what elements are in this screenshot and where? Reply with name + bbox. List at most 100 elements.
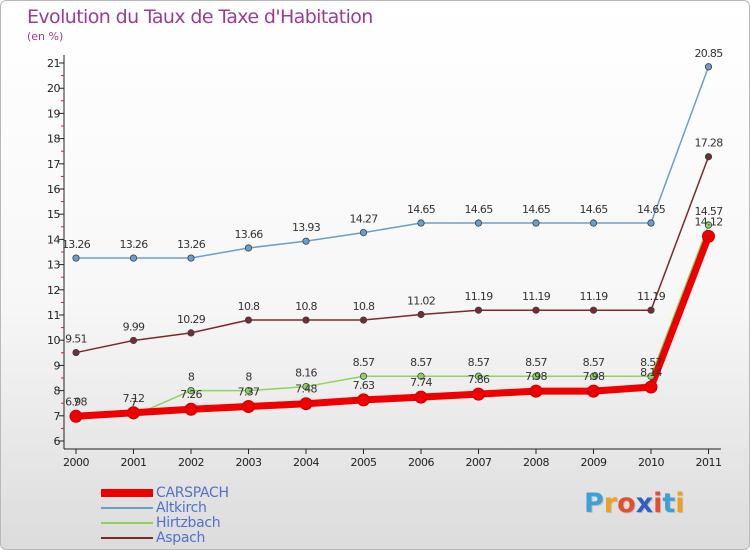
data-label: 14.57 (695, 205, 724, 218)
data-point (417, 372, 425, 380)
data-label: 8.57 (468, 356, 490, 369)
legend-swatch (101, 537, 153, 539)
data-point (187, 329, 195, 337)
data-point (184, 402, 198, 416)
data-point (704, 63, 713, 71)
x-tick-label: 2010 (638, 456, 664, 469)
data-label: 7 (130, 396, 137, 409)
y-tick-label: 17 (47, 158, 60, 171)
data-point (702, 229, 715, 243)
data-label: 7.63 (353, 379, 375, 392)
data-label: 11.19 (637, 290, 666, 303)
data-point (244, 386, 253, 395)
x-tick-label: 2002 (178, 456, 204, 469)
data-label: 10.8 (295, 300, 317, 313)
data-point (474, 306, 483, 314)
legend-swatch (101, 489, 153, 497)
legend-label: Altkirch (156, 500, 207, 516)
data-label: 7 (73, 396, 80, 409)
data-point (72, 348, 80, 357)
data-point (242, 399, 255, 413)
x-tick-label: 2006 (408, 456, 434, 469)
data-point (129, 254, 138, 262)
data-label: 17.28 (695, 137, 724, 150)
data-point (532, 306, 540, 314)
data-point (299, 397, 313, 411)
series-points (69, 63, 715, 423)
data-label: 13.26 (120, 238, 149, 251)
y-tick-label: 10 (47, 334, 60, 347)
y-tick-label: 16 (47, 183, 60, 196)
data-label: 13.66 (235, 228, 264, 241)
data-point (589, 372, 598, 380)
data-point (474, 219, 483, 227)
x-axis-ticks: 2000 2001 2002 2003 2004 2005 2006 2007 2008 2009… (63, 449, 722, 469)
data-label: 14.65 (522, 203, 551, 216)
y-tick-label: 15 (47, 208, 60, 221)
series-lines (72, 66, 712, 420)
data-point (417, 219, 425, 227)
y-tick-label: 18 (47, 133, 60, 146)
x-tick-label: 2001 (121, 456, 147, 469)
data-point (532, 219, 540, 227)
data-point (704, 153, 713, 161)
data-label: 8.57 (640, 356, 662, 369)
y-tick-label: 21 (47, 57, 60, 70)
legend-label: Aspach (156, 530, 206, 546)
logo-letter: t (662, 488, 676, 519)
data-label: 14.65 (465, 203, 494, 216)
proxiti-logo: Proxiti (584, 488, 685, 519)
data-label: 7.98 (583, 370, 605, 383)
data-point (187, 386, 195, 395)
y-tick-label: 6 (54, 435, 61, 448)
y-tick-label: 11 (47, 309, 60, 322)
data-label: 9.99 (123, 320, 145, 333)
data-label: 11.19 (465, 290, 494, 303)
data-point (532, 372, 540, 380)
data-point (704, 221, 713, 229)
logo-letter: o (617, 488, 636, 519)
data-point (647, 372, 655, 380)
data-label: 14.12 (695, 215, 723, 228)
data-label: 8.57 (353, 356, 375, 369)
data-label: 10.29 (177, 313, 206, 326)
data-label: 6.98 (65, 395, 87, 408)
data-label: 13.26 (62, 238, 91, 251)
data-point (414, 390, 428, 404)
chart-title: Evolution du Taux de Taxe d'Habitation (27, 6, 373, 28)
data-label: 14.27 (350, 213, 379, 226)
logo-letter: x (635, 488, 654, 519)
data-label: 10.8 (353, 300, 375, 313)
x-tick-label: 2007 (466, 456, 492, 469)
data-point (129, 336, 138, 345)
data-label: 10.8 (238, 300, 260, 313)
data-point (589, 306, 598, 314)
logo-letter: i (675, 488, 685, 519)
data-label: 11.02 (407, 294, 435, 307)
data-label: 14.65 (407, 203, 436, 216)
data-point (302, 237, 310, 245)
x-tick-label: 2003 (236, 456, 262, 469)
y-tick-label: 20 (47, 82, 60, 95)
data-label: 8.57 (410, 356, 432, 369)
y-tick-label: 14 (47, 233, 60, 246)
series-line-altkirch (75, 66, 710, 259)
data-point (69, 409, 83, 423)
data-label: 7.37 (238, 385, 260, 398)
data-point (244, 244, 253, 252)
data-point (359, 372, 368, 380)
y-tick-label: 7 (54, 410, 61, 423)
legend-label: Hirtzbach (156, 515, 221, 531)
y-tick-label: 19 (47, 107, 60, 120)
data-label: 13.26 (177, 238, 206, 251)
y-tick-label: 9 (54, 359, 61, 372)
legend-swatch (101, 507, 153, 509)
series-line-hirtzbach (75, 224, 710, 417)
data-label: 11.19 (580, 290, 609, 303)
data-label: 7.86 (468, 373, 490, 386)
data-point (417, 310, 425, 319)
logo-letter: P (584, 488, 604, 519)
data-point (644, 380, 658, 394)
data-point (127, 406, 140, 420)
